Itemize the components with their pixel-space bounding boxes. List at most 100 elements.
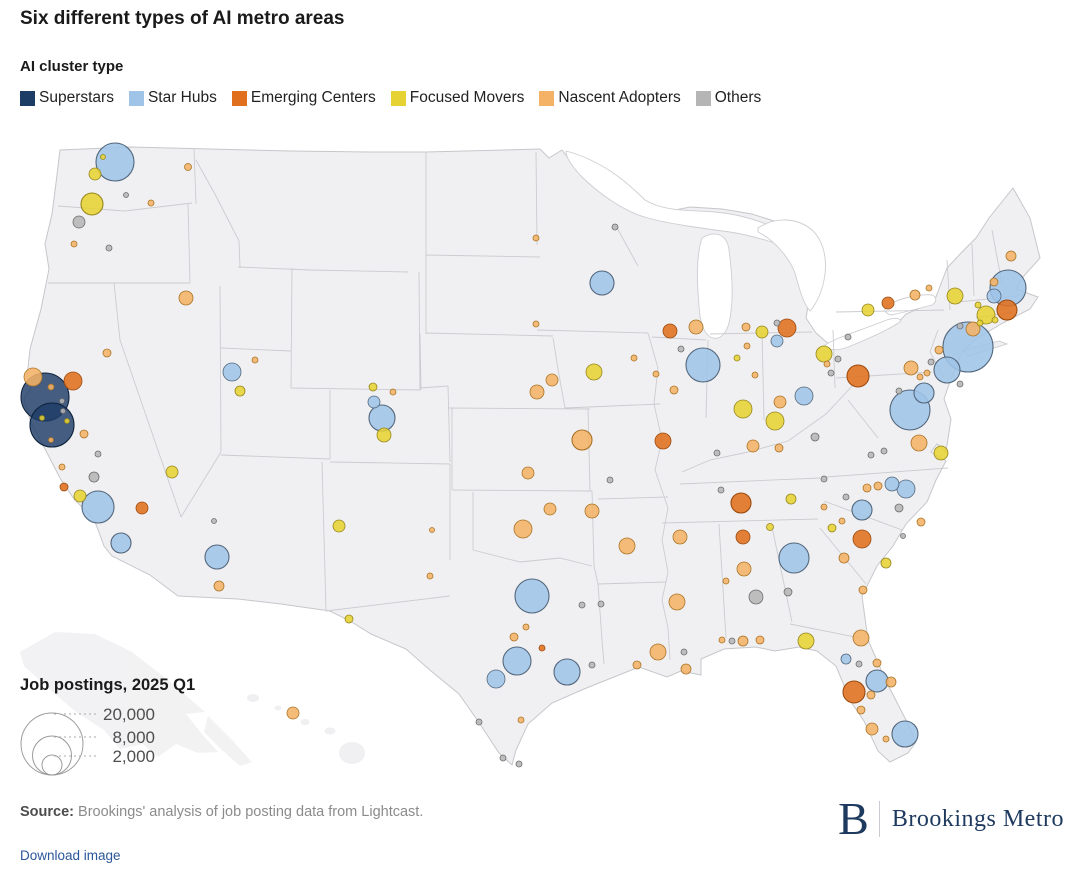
metro-bubble bbox=[884, 476, 900, 492]
metro-bubble bbox=[842, 680, 866, 704]
download-image-link[interactable]: Download image bbox=[20, 848, 121, 863]
metro-bubble bbox=[135, 501, 149, 515]
metro-bubble bbox=[509, 632, 519, 642]
metro-bubble bbox=[222, 362, 242, 382]
metro-bubble bbox=[862, 483, 872, 493]
legend-item-focused-movers: Focused Movers bbox=[390, 89, 525, 107]
metro-bubble bbox=[649, 643, 667, 661]
metro-bubble bbox=[538, 644, 546, 652]
metro-bubble bbox=[584, 503, 600, 519]
metro-bubble bbox=[743, 342, 751, 350]
metro-bubble bbox=[368, 382, 378, 392]
size-legend-value: 2,000 bbox=[112, 747, 155, 766]
metro-bubble bbox=[895, 387, 903, 395]
great-lakes bbox=[565, 150, 937, 351]
hawaii-shape bbox=[247, 694, 365, 764]
legend-item-nascent-adopters: Nascent Adopters bbox=[539, 89, 681, 107]
legend-label: Star Hubs bbox=[147, 89, 217, 106]
metro-bubble bbox=[123, 192, 129, 198]
metro-bubble bbox=[891, 720, 919, 748]
metro-bubble bbox=[733, 399, 753, 419]
metro-bubble bbox=[39, 415, 45, 421]
metro-bubble bbox=[840, 653, 852, 665]
metro-bubble bbox=[797, 632, 815, 650]
metro-bubble bbox=[79, 429, 89, 439]
metro-bubble bbox=[685, 347, 721, 383]
metro-bubble bbox=[722, 577, 730, 585]
metro-bubble bbox=[70, 240, 78, 248]
metro-bubble bbox=[515, 760, 523, 768]
metro-bubble bbox=[927, 358, 935, 366]
metro-bubble bbox=[110, 532, 132, 554]
metro-bubble bbox=[770, 334, 784, 348]
legend-label: Emerging Centers bbox=[250, 89, 376, 106]
metro-bubbles-layer bbox=[20, 142, 1027, 768]
legend-item-star-hubs: Star Hubs bbox=[128, 89, 217, 107]
metro-bubble bbox=[585, 363, 603, 381]
us-outline bbox=[23, 146, 1041, 766]
metro-bubble bbox=[545, 373, 559, 387]
metro-bubble bbox=[59, 398, 65, 404]
metro-bubble bbox=[618, 537, 636, 555]
logo-divider bbox=[878, 801, 880, 837]
metro-bubble bbox=[426, 572, 434, 580]
metro-bubble bbox=[885, 676, 897, 688]
metro-bubble bbox=[669, 385, 679, 395]
metro-bubble bbox=[730, 492, 752, 514]
metro-bubble bbox=[81, 490, 115, 524]
metro-bubble bbox=[234, 385, 246, 397]
cluster-legend: AI cluster type Superstars Star Hubs Emerg… bbox=[20, 58, 761, 107]
metro-bubble bbox=[783, 587, 793, 597]
metro-bubble bbox=[517, 716, 525, 724]
size-legend-value: 20,000 bbox=[103, 705, 155, 724]
brookings-metro-logo: B Brookings Metro bbox=[838, 796, 1064, 842]
metro-bubble bbox=[332, 519, 346, 533]
source-line: Source: Brookings' analysis of job posti… bbox=[20, 804, 423, 820]
metro-bubble bbox=[925, 284, 933, 292]
metro-bubble bbox=[499, 754, 507, 762]
metro-bubble bbox=[728, 637, 736, 645]
metro-bubble bbox=[838, 517, 846, 525]
legend-label: Others bbox=[714, 89, 762, 106]
legend-swatch bbox=[695, 90, 711, 106]
metro-bubble bbox=[882, 735, 890, 743]
metro-bubble bbox=[102, 348, 112, 358]
metro-bubble bbox=[956, 322, 964, 330]
metro-bubble bbox=[368, 404, 396, 432]
metro-bubble bbox=[913, 382, 935, 404]
metro-bubble bbox=[881, 296, 895, 310]
metro-bubble bbox=[630, 354, 638, 362]
metro-bubble bbox=[80, 192, 104, 216]
metro-bubble bbox=[521, 466, 535, 480]
legend-item-superstars: Superstars bbox=[20, 89, 114, 107]
metro-bubble bbox=[72, 215, 86, 229]
metro-bubble bbox=[88, 167, 102, 181]
metro-bubble bbox=[204, 544, 230, 570]
metro-bubble bbox=[100, 154, 106, 160]
metro-bubble bbox=[976, 319, 984, 327]
metro-bubble bbox=[794, 386, 814, 406]
metro-bubble bbox=[513, 519, 533, 539]
metro-bubble bbox=[286, 706, 300, 720]
metro-bubble bbox=[834, 355, 842, 363]
metro-bubble bbox=[606, 476, 614, 484]
metro-bubble bbox=[910, 434, 928, 452]
cluster-legend-title: AI cluster type bbox=[20, 58, 124, 75]
metro-bubble bbox=[88, 471, 100, 483]
legend-label: Superstars bbox=[39, 89, 114, 106]
logo-initial: B bbox=[838, 793, 869, 844]
metro-bubble bbox=[777, 318, 797, 338]
metro-bubble bbox=[668, 593, 686, 611]
metro-bubble bbox=[389, 388, 397, 396]
metro-bubble bbox=[842, 493, 850, 501]
metro-bubble bbox=[846, 364, 870, 388]
legend-label: Focused Movers bbox=[409, 89, 525, 106]
metro-bubble bbox=[532, 234, 540, 242]
metro-bubble bbox=[855, 660, 863, 668]
metro-bubble bbox=[844, 333, 852, 341]
metro-bubble bbox=[923, 369, 931, 377]
metro-bubble bbox=[827, 369, 835, 377]
